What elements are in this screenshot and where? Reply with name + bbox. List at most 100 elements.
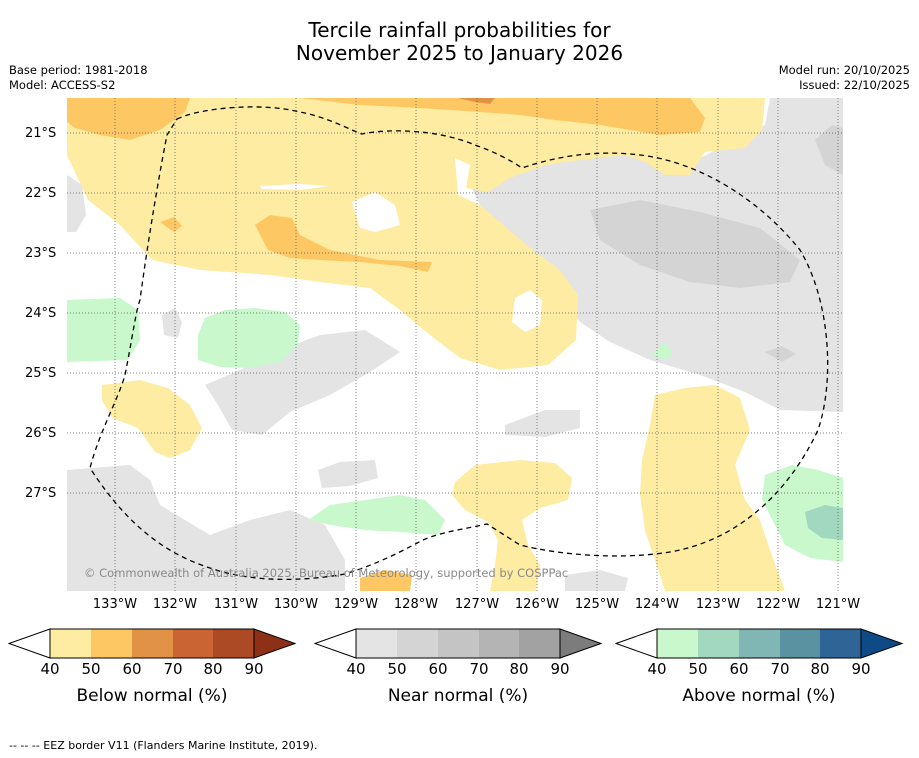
lon-label-122w: 122°W: [755, 597, 801, 612]
near-normal-colorbar-max-arrow: [559, 628, 603, 659]
lon-label-121w: 121°W: [815, 597, 861, 612]
near-tick-80: 80: [509, 660, 529, 678]
below-normal-segment-80: [213, 629, 254, 658]
lon-label-126w: 126°W: [514, 597, 560, 612]
near-tick-60: 60: [428, 660, 448, 678]
above-normal-colorbar-min-arrow: [615, 628, 658, 659]
above-tick-70: 70: [770, 660, 790, 678]
above-normal-segment-50: [698, 629, 739, 658]
lon-label-125w: 125°W: [574, 597, 620, 612]
eez-border-line: [89, 106, 829, 581]
above-normal-segment-80: [820, 629, 861, 658]
probability-field: [67, 98, 843, 591]
above-normal-segment-70: [780, 629, 820, 658]
below-normal-colorbar-frame: [49, 628, 255, 659]
base-period-text: Base period: 1981-2018: [9, 63, 148, 77]
lon-label-127w: 127°W: [454, 597, 500, 612]
below-tick-40: 40: [40, 660, 60, 678]
below-normal-west-region: [102, 380, 202, 458]
copyright-text: © Commonwealth of Australia 2025, Bureau…: [84, 566, 569, 580]
near-normal-50-east: [590, 200, 800, 288]
below-tick-50: 50: [81, 660, 101, 678]
near-normal-segment-40: [356, 629, 397, 658]
below-normal-colorbar-max-arrow: [253, 628, 297, 659]
near-normal-small-patch: [162, 308, 182, 338]
near-normal-colorbar-frame: [355, 628, 561, 659]
below-tick-60: 60: [122, 660, 142, 678]
near-tick-40: 40: [346, 660, 366, 678]
model-run-text: Model run: 20/10/2025: [778, 63, 910, 77]
below-tick-90: 90: [244, 660, 264, 678]
above-normal-50-southeast: [805, 505, 843, 540]
near-normal-west-edge: [67, 175, 86, 232]
map-title-line-2: November 2025 to January 2026: [295, 41, 624, 65]
lat-label-21s: 21°S: [25, 126, 57, 141]
below-normal-segment-60: [132, 629, 173, 658]
above-tick-40: 40: [647, 660, 667, 678]
above-normal-legend-title: Above normal (%): [682, 686, 836, 706]
above-normal-colorbar-max-arrow: [860, 628, 904, 659]
below-normal-colorbar: [8, 628, 297, 659]
below-normal-southeast: [640, 385, 785, 591]
lon-label-128w: 128°W: [393, 597, 439, 612]
near-normal-bottom-patch: [565, 570, 628, 591]
neutral-hole-central: [512, 290, 542, 332]
above-normal-west-central: [198, 308, 300, 368]
near-normal-blob-south: [318, 460, 378, 488]
below-normal-50-south: [360, 570, 412, 591]
near-normal-southwest: [67, 465, 345, 591]
neutral-hole-north: [352, 192, 400, 232]
above-tick-50: 50: [688, 660, 708, 678]
lat-label-25s: 25°S: [25, 366, 57, 381]
lon-label-133w: 133°W: [92, 597, 138, 612]
below-normal-50-small: [160, 217, 182, 232]
lat-label-22s: 22°S: [25, 186, 57, 201]
model-info: Base period: 1981-2018 Model: ACCESS-S2: [9, 63, 148, 93]
near-normal-central-region: [205, 330, 400, 435]
below-normal-legend-title: Below normal (%): [76, 686, 228, 706]
below-tick-80: 80: [203, 660, 223, 678]
issued-text: Issued: 22/10/2025: [799, 78, 910, 92]
model-name-text: Model: ACCESS-S2: [9, 78, 116, 92]
near-normal-legend-title: Near normal (%): [387, 686, 529, 706]
below-normal-50-central: [255, 215, 432, 272]
above-normal-colorbar-frame: [656, 628, 862, 659]
near-normal-segment-60: [438, 629, 479, 658]
near-normal-50-patch-a: [815, 125, 843, 175]
near-normal-colorbar-min-arrow: [314, 628, 357, 659]
above-tick-80: 80: [810, 660, 830, 678]
map-title: Tercile rainfall probabilities for Novem…: [0, 19, 919, 65]
map-title-line-1: Tercile rainfall probabilities for: [308, 18, 611, 42]
below-normal-segment-40: [50, 629, 91, 658]
lat-label-27s: 27°S: [25, 486, 57, 501]
above-normal-colorbar: [615, 628, 904, 659]
above-normal-south: [308, 495, 445, 535]
lon-label-129w: 129°W: [333, 597, 379, 612]
below-normal-60-patch: [458, 98, 495, 104]
above-normal-small-patch: [650, 342, 672, 360]
near-normal-small-blob: [505, 410, 580, 437]
below-normal-50-northwest: [67, 98, 190, 140]
above-normal-segment-60: [739, 629, 780, 658]
near-normal-segment-70: [479, 629, 519, 658]
above-tick-60: 60: [729, 660, 749, 678]
near-normal-segment-50: [397, 629, 438, 658]
above-normal-segment-40: [657, 629, 698, 658]
below-normal-segment-70: [173, 629, 213, 658]
below-tick-70: 70: [163, 660, 183, 678]
run-info: Model run: 20/10/2025 Issued: 22/10/2025: [779, 63, 910, 93]
lon-label-132w: 132°W: [152, 597, 198, 612]
below-normal-segment-50: [91, 629, 132, 658]
graticule: [67, 98, 843, 591]
above-normal-west-edge: [67, 298, 140, 362]
near-normal-colorbar: [314, 628, 603, 659]
eez-footnote: -- -- -- EEZ border V11 (Flanders Marine…: [9, 739, 318, 752]
neutral-hole-streak: [260, 184, 330, 190]
near-tick-50: 50: [387, 660, 407, 678]
lon-label-131w: 131°W: [213, 597, 259, 612]
lat-label-23s: 23°S: [25, 246, 57, 261]
lat-label-24s: 24°S: [25, 306, 57, 321]
near-normal-50-patch-b: [765, 346, 796, 362]
below-normal-colorbar-min-arrow: [8, 628, 51, 659]
